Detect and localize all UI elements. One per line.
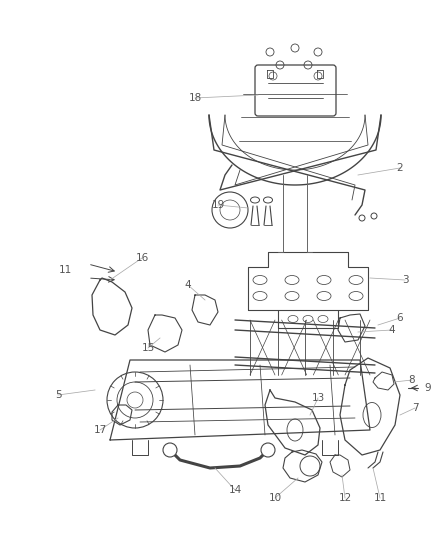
Text: 16: 16 (135, 253, 148, 263)
Circle shape (163, 443, 177, 457)
Text: 10: 10 (268, 493, 282, 503)
Text: 14: 14 (228, 485, 242, 495)
Text: 11: 11 (58, 265, 72, 275)
Text: 11: 11 (373, 493, 387, 503)
Text: 15: 15 (141, 343, 155, 353)
Text: 6: 6 (397, 313, 403, 323)
Circle shape (261, 443, 275, 457)
Text: 5: 5 (55, 390, 61, 400)
Text: 4: 4 (389, 325, 396, 335)
Text: 9: 9 (425, 383, 431, 393)
Text: 18: 18 (188, 93, 201, 103)
Text: 12: 12 (339, 493, 352, 503)
Text: 7: 7 (412, 403, 418, 413)
Text: 17: 17 (93, 425, 106, 435)
Text: 2: 2 (397, 163, 403, 173)
Text: 13: 13 (311, 393, 325, 403)
Text: 3: 3 (402, 275, 408, 285)
Text: 8: 8 (409, 375, 415, 385)
Text: 19: 19 (212, 200, 225, 210)
Text: 4: 4 (185, 280, 191, 290)
